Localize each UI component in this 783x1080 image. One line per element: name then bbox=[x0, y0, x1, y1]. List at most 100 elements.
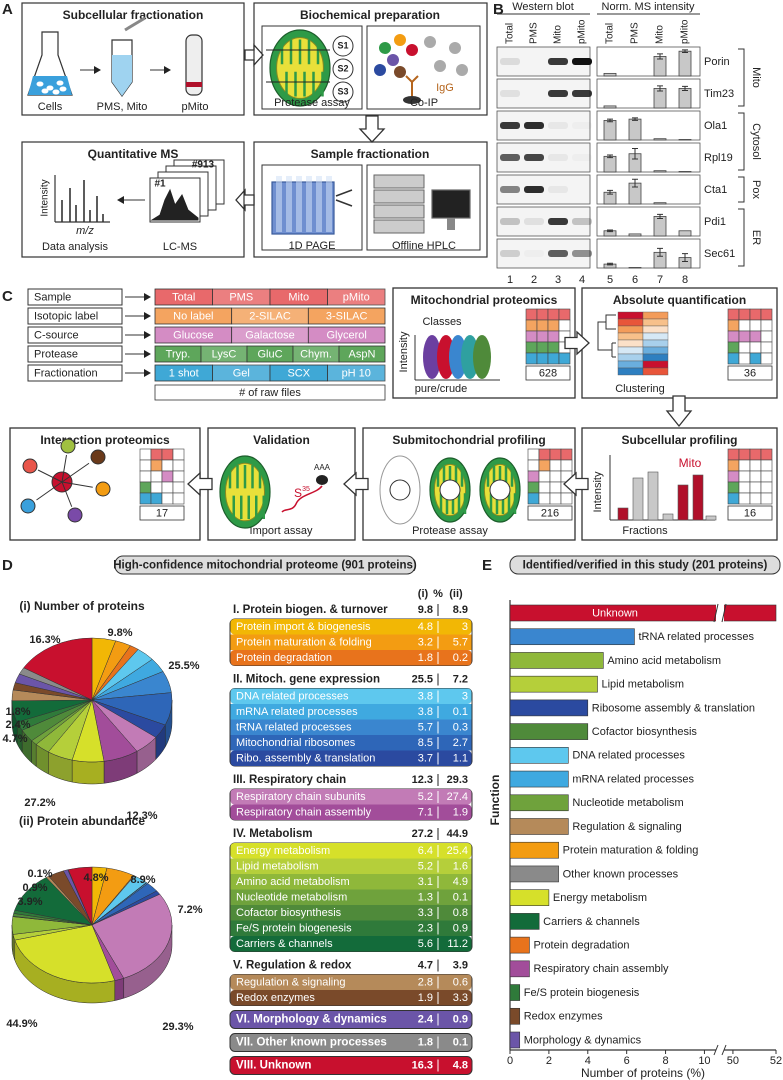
subcategory-row bbox=[230, 804, 472, 820]
fraction-circle bbox=[439, 479, 461, 501]
table-value: 6.4 bbox=[418, 845, 433, 857]
pie-slice bbox=[67, 866, 93, 926]
category-name: V. Regulation & redox bbox=[233, 960, 352, 972]
design-cell bbox=[749, 341, 762, 354]
heatmap-cell bbox=[642, 332, 669, 341]
x-axis-title: Number of proteins (%) bbox=[581, 1066, 705, 1080]
option-label: Glucose bbox=[173, 329, 213, 341]
panel-label: D bbox=[2, 557, 13, 574]
label: PMS, Mito bbox=[97, 101, 148, 113]
category-label: Carriers & channels bbox=[543, 916, 640, 928]
profile-bar bbox=[677, 484, 689, 521]
panel-label: E bbox=[482, 557, 492, 574]
bar bbox=[509, 604, 777, 622]
blot-band bbox=[572, 218, 592, 225]
gel-lane bbox=[316, 176, 322, 232]
pie-slice bbox=[23, 637, 93, 701]
blot-band bbox=[548, 186, 568, 193]
raw-files-count: 17 bbox=[156, 507, 168, 519]
parameter-name: Fractionation bbox=[34, 367, 98, 379]
pie-slice bbox=[14, 924, 116, 984]
gel-lane bbox=[306, 176, 312, 232]
heatmap-cell bbox=[617, 332, 644, 341]
protein bbox=[449, 42, 461, 54]
design-cell bbox=[525, 352, 538, 365]
blot-band bbox=[572, 154, 592, 161]
blot-strip bbox=[496, 206, 591, 237]
bar bbox=[509, 699, 589, 717]
design-cell bbox=[161, 448, 174, 461]
design-cell bbox=[525, 319, 538, 332]
heatmap-cell bbox=[617, 318, 644, 327]
box-title: Subcellular fractionation bbox=[63, 8, 204, 22]
label: Protease assay bbox=[274, 97, 350, 109]
subcategory-name: Redox enzymes bbox=[236, 992, 315, 1004]
tube-liquid bbox=[112, 55, 132, 96]
subcategory-name: Carriers & channels bbox=[236, 938, 333, 950]
design-cell bbox=[549, 481, 562, 494]
design-cell bbox=[139, 459, 152, 472]
parameter-box bbox=[27, 288, 123, 306]
interaction-edge bbox=[61, 454, 67, 483]
design-cell bbox=[727, 319, 740, 332]
table-value: 4.9 bbox=[453, 876, 468, 888]
axis-break bbox=[713, 1044, 719, 1056]
table-value: 9.8 bbox=[418, 604, 433, 616]
design-cell bbox=[161, 481, 174, 494]
subcategory-row bbox=[230, 719, 472, 735]
option-label: 2-SILAC bbox=[249, 310, 291, 322]
design-cell bbox=[749, 308, 762, 321]
blot-band bbox=[572, 90, 592, 97]
option-box bbox=[327, 364, 386, 382]
protein-name: Pdi1 bbox=[704, 216, 726, 228]
heatmap-cell bbox=[642, 311, 669, 320]
blot-band bbox=[548, 218, 568, 225]
subcategory-name: Protein maturation & folding bbox=[236, 636, 372, 648]
antibody bbox=[405, 75, 419, 96]
table-value: 0.1 bbox=[453, 706, 468, 718]
design-cell bbox=[549, 448, 562, 461]
lane-label: Mito bbox=[655, 25, 666, 44]
table-value: 3.3 bbox=[453, 992, 468, 1004]
heatmap-cell bbox=[642, 346, 669, 355]
heatmap-cell bbox=[642, 360, 669, 369]
blot-band bbox=[500, 218, 520, 225]
subcategory-row bbox=[230, 889, 472, 905]
error-bar bbox=[632, 178, 638, 188]
subcategory-row bbox=[230, 688, 472, 704]
protein bbox=[387, 54, 399, 66]
lane-label: Mito bbox=[553, 25, 564, 44]
design-cell bbox=[738, 492, 751, 505]
design-cell bbox=[527, 492, 540, 505]
group-label: Cytosol bbox=[750, 123, 762, 160]
heatmap-cell bbox=[617, 360, 644, 369]
panel-title: High-confidence mitochondrial proteome (… bbox=[113, 560, 417, 572]
lane-number: 1 bbox=[507, 274, 513, 286]
design-cell bbox=[536, 341, 549, 354]
label: Cells bbox=[38, 101, 63, 113]
label: 1D PAGE bbox=[289, 240, 336, 252]
design-cell bbox=[727, 330, 740, 343]
table-value: 4.8 bbox=[418, 621, 433, 633]
box-title: Sample fractionation bbox=[311, 147, 430, 161]
table-value: 5.7 bbox=[418, 721, 433, 733]
design-cell bbox=[749, 352, 762, 365]
subcategory-row bbox=[230, 874, 472, 890]
fraction-circle bbox=[489, 479, 511, 501]
design-cell bbox=[547, 319, 560, 332]
table-value: 3.3 bbox=[418, 907, 433, 919]
table-value: 0.9 bbox=[453, 1013, 468, 1025]
subcategory-name: Lipid metabolism bbox=[236, 860, 319, 872]
category-label: Ribosome assembly & translation bbox=[592, 702, 755, 714]
label: Fractions bbox=[622, 525, 668, 537]
design-cell bbox=[139, 492, 152, 505]
ms-bar bbox=[628, 118, 642, 141]
blot-band bbox=[548, 122, 568, 129]
design-cell bbox=[538, 470, 551, 483]
category-label: Cofactor biosynthesis bbox=[592, 726, 698, 738]
category-label: Respiratory chain assembly bbox=[533, 963, 669, 975]
protein-name: Cta1 bbox=[704, 184, 727, 196]
design-cell bbox=[161, 470, 174, 483]
design-cell bbox=[749, 470, 762, 483]
table-value: 3.8 bbox=[418, 706, 433, 718]
